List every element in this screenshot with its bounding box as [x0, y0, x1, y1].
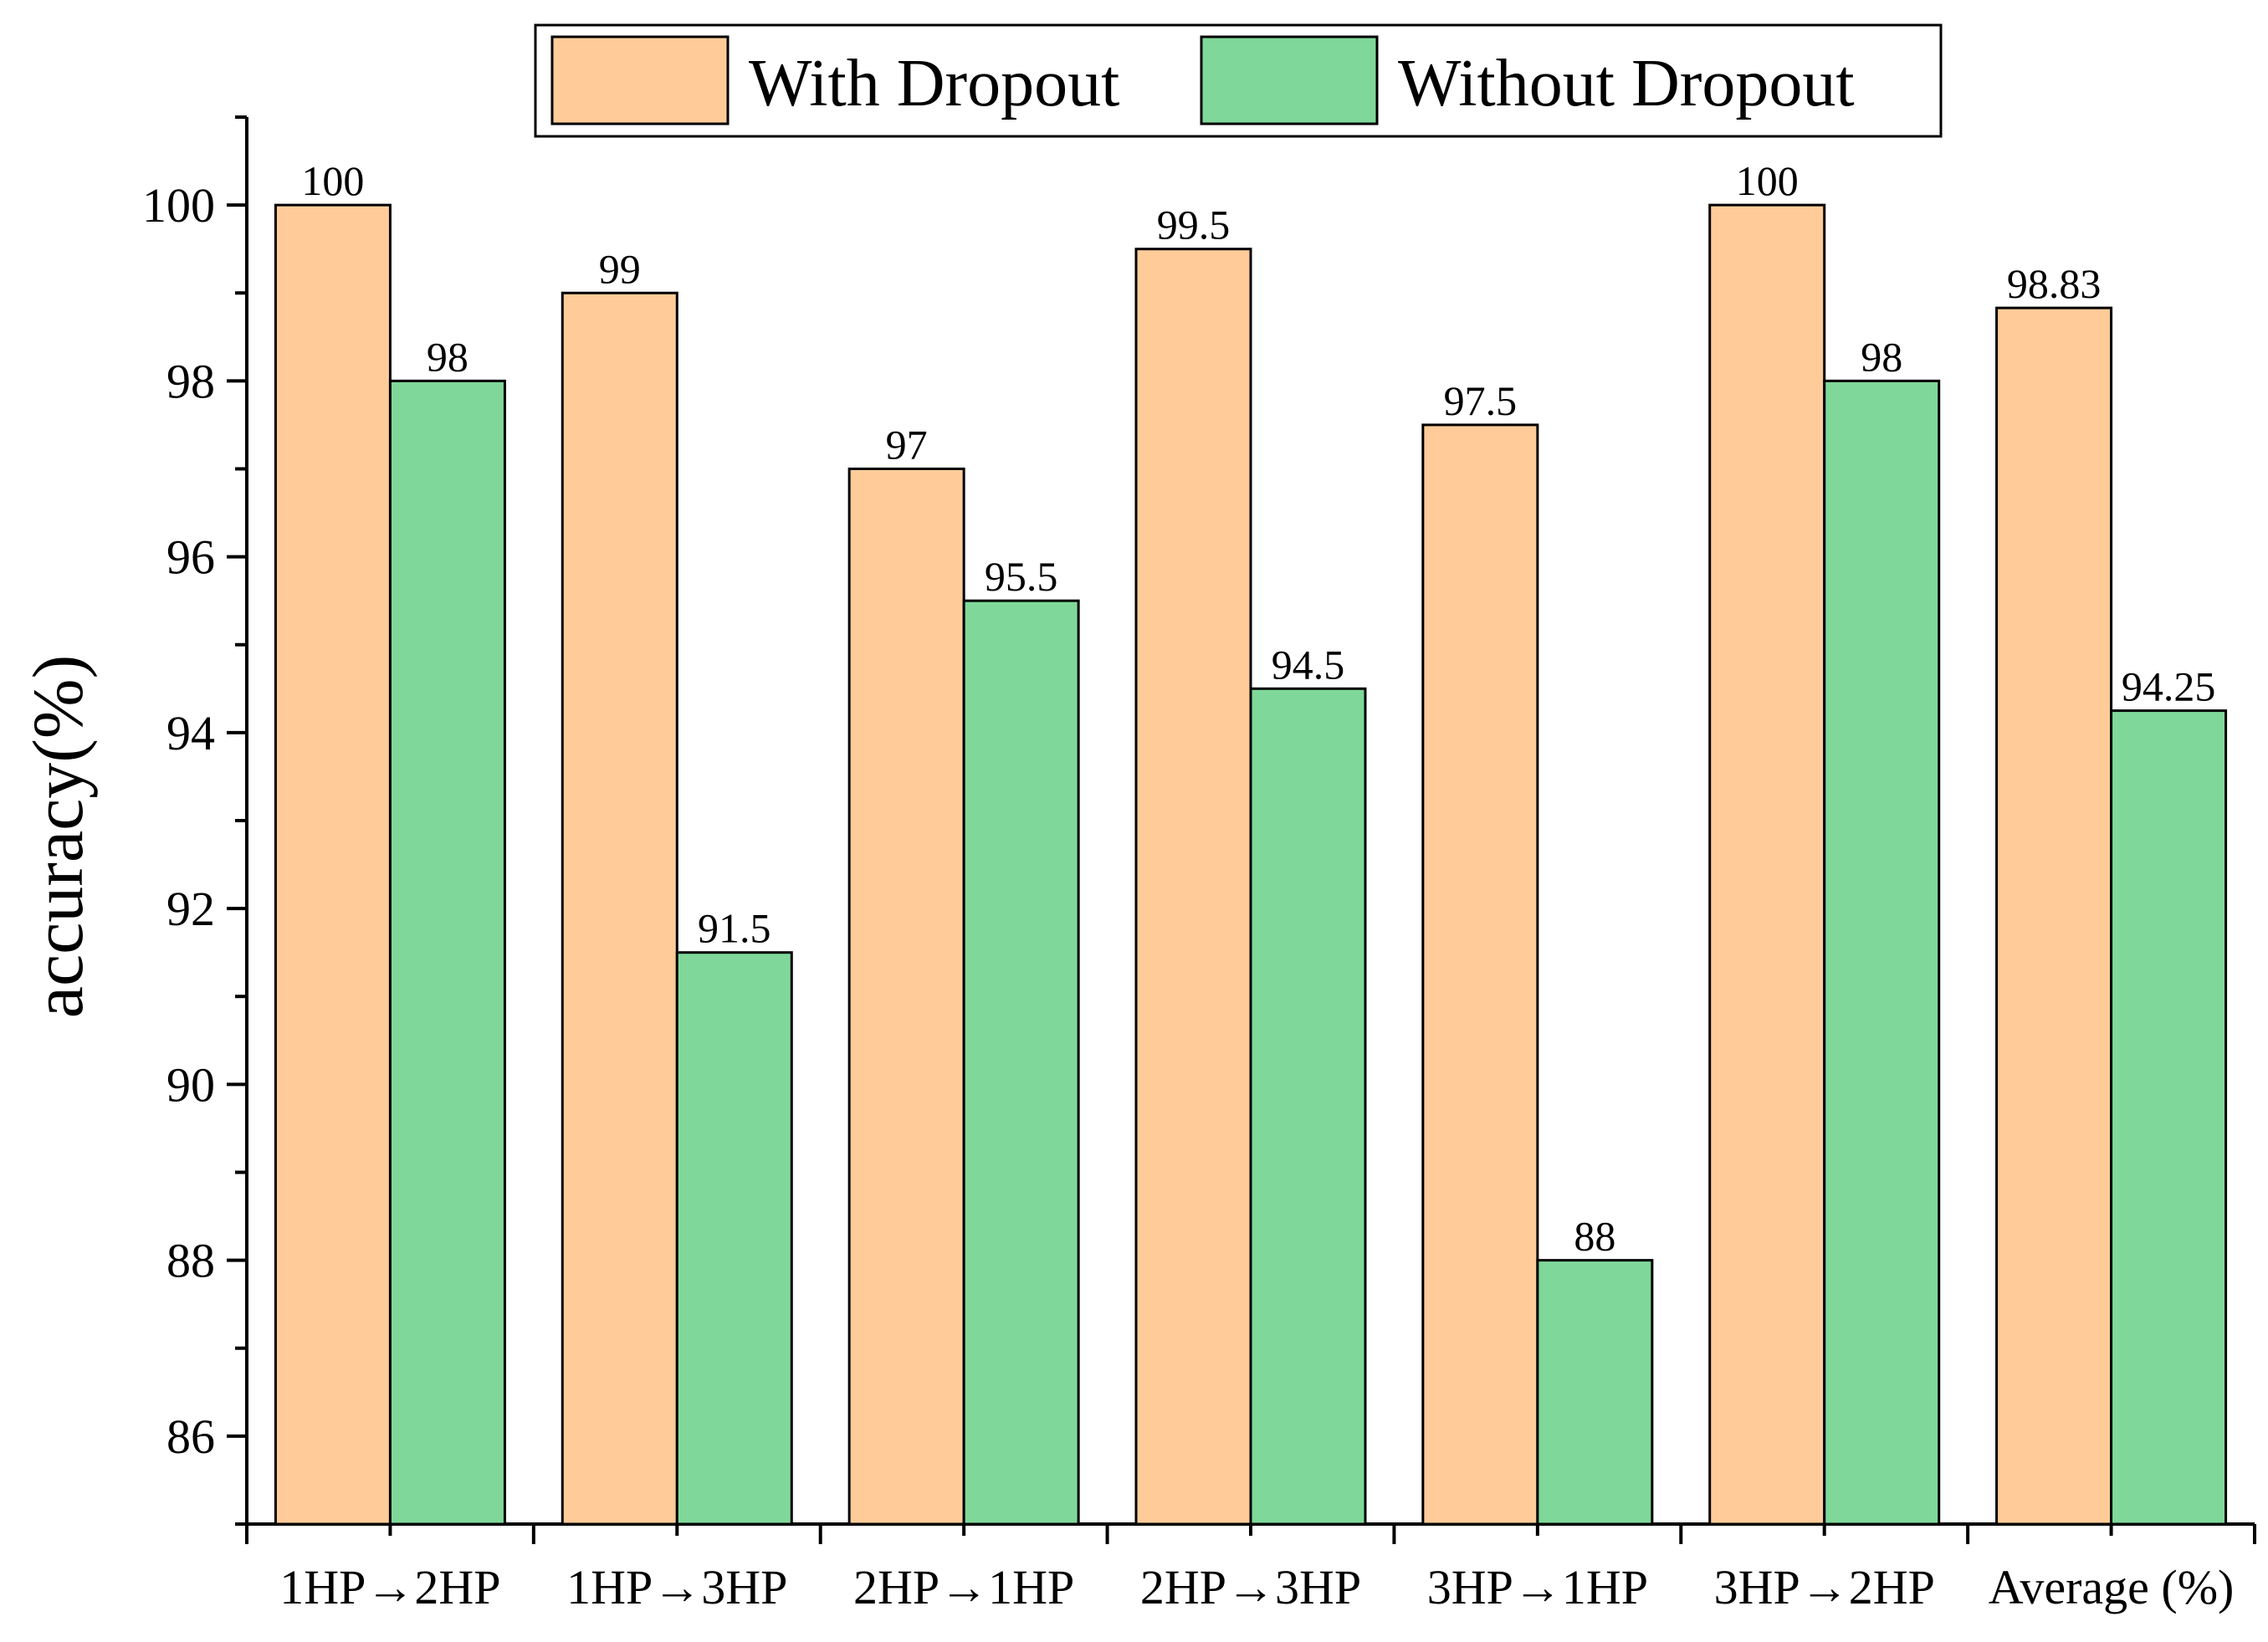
- y-tick-label: 86: [166, 1409, 215, 1464]
- y-tick-label: 90: [166, 1057, 215, 1112]
- bars: [274, 203, 2228, 1526]
- bar-without-dropout: [675, 951, 793, 1526]
- bar-with-dropout: [1995, 306, 2113, 1526]
- legend: With Dropout Without Dropout: [534, 23, 1943, 138]
- data-label-without-dropout: 95.5: [985, 553, 1058, 600]
- bar-with-dropout: [274, 203, 392, 1526]
- y-axis: 86 88 90 92 94 96 98 100: [142, 115, 248, 1526]
- data-label-with-dropout: 98.83: [2007, 260, 2102, 307]
- data-label-with-dropout: 100: [1736, 157, 1799, 204]
- bar-without-dropout: [962, 599, 1080, 1526]
- legend-swatch-without-dropout: [1200, 35, 1379, 125]
- data-label-without-dropout: 98: [1861, 333, 1902, 380]
- data-labels: 100 99 97 99.5 97.5 100 98.83 98 91.5 95.5 94.5 88 9…: [301, 157, 2215, 1260]
- bar-without-dropout: [388, 379, 506, 1526]
- y-tick-label: 100: [142, 178, 215, 233]
- bar-with-dropout: [1421, 423, 1539, 1526]
- legend-swatch-with-dropout: [550, 35, 730, 125]
- data-label-with-dropout: 99.5: [1157, 202, 1231, 248]
- y-axis-title: accuracy(%): [18, 655, 98, 1018]
- data-label-with-dropout: 99: [599, 245, 641, 292]
- x-tick-label: 2HP→3HP: [1140, 1560, 1361, 1614]
- bar-with-dropout: [1708, 203, 1826, 1526]
- y-tick-label: 88: [166, 1234, 215, 1288]
- x-tick-label: 3HP→2HP: [1714, 1560, 1935, 1614]
- y-tick-label: 94: [166, 706, 215, 760]
- data-label-without-dropout: 98: [427, 333, 468, 380]
- data-label-without-dropout: 88: [1574, 1213, 1615, 1260]
- data-label-with-dropout: 97.5: [1444, 377, 1518, 424]
- y-tick-label: 96: [166, 530, 215, 585]
- bar-without-dropout: [1823, 379, 1941, 1526]
- y-tick-label: 98: [166, 354, 215, 408]
- data-label-without-dropout: 94.5: [1272, 641, 1345, 688]
- bar-without-dropout: [1536, 1259, 1654, 1526]
- x-axis: 1HP→2HP 1HP→3HP 2HP→1HP 2HP→3HP 3HP→1HP 3HP→2…: [245, 1522, 2256, 1614]
- bar-without-dropout: [2110, 709, 2228, 1526]
- data-label-with-dropout: 97: [886, 422, 928, 468]
- bar-with-dropout: [1134, 248, 1252, 1526]
- x-tick-label: 1HP→3HP: [566, 1560, 787, 1614]
- legend-label-with-dropout: With Dropout: [749, 47, 1119, 120]
- y-tick-label: 92: [166, 882, 215, 936]
- legend-label-without-dropout: Without Dropout: [1398, 47, 1855, 120]
- data-label-with-dropout: 100: [301, 157, 364, 204]
- data-label-without-dropout: 94.25: [2122, 663, 2216, 710]
- data-label-without-dropout: 91.5: [698, 905, 771, 952]
- x-tick-label: 3HP→1HP: [1427, 1560, 1648, 1614]
- x-tick-label: 2HP→1HP: [853, 1560, 1074, 1614]
- x-tick-label: 1HP→2HP: [279, 1560, 500, 1614]
- bar-with-dropout: [561, 291, 678, 1526]
- bar-without-dropout: [1249, 687, 1367, 1526]
- x-tick-label: Average (%): [1989, 1560, 2235, 1614]
- bar-with-dropout: [847, 468, 965, 1526]
